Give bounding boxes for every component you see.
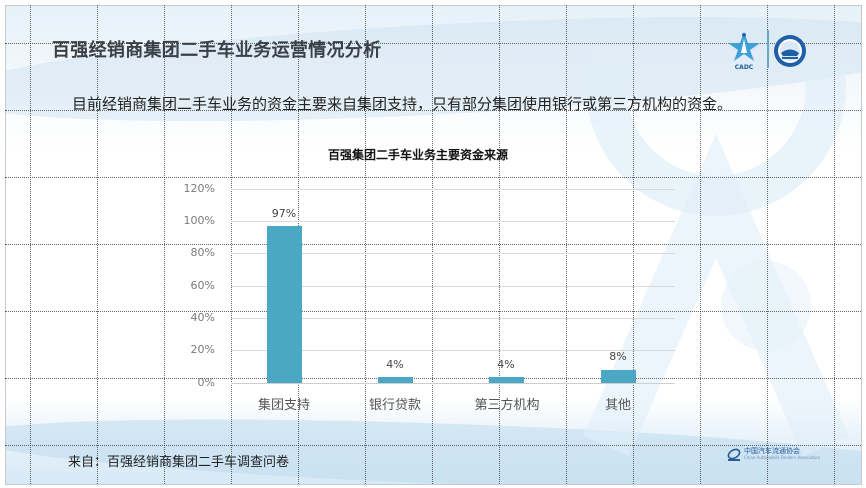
gridline	[231, 350, 675, 351]
y-tick: 20%	[190, 343, 215, 356]
gridline	[231, 221, 675, 222]
cadc-star-logo-icon: CADC	[728, 32, 760, 70]
chart-title: 百强集团二手车业务主要资金来源	[328, 148, 509, 162]
x-axis-line	[231, 383, 675, 384]
bar-value-label: 4%	[386, 358, 404, 371]
x-category-label: 其他	[604, 398, 631, 413]
x-category-label: 银行贷款	[368, 398, 421, 413]
bar-value-label: 97%	[271, 207, 297, 220]
slide-subtitle: 目前经销商集团二手车业务的资金主要来自集团支持，只有部分集团使用银行或第三方机构…	[72, 95, 733, 113]
x-category-label: 集团支持	[257, 398, 310, 413]
bar-group-support	[267, 226, 302, 383]
logo-divider	[767, 30, 769, 68]
association-swirl-icon	[727, 448, 741, 461]
footer-association-logo: 中国汽车流通协会 China Automobile Dealers Associ…	[726, 446, 820, 464]
bar-bank-loan	[378, 377, 413, 383]
footer-logo-text: 中国汽车流通协会	[744, 447, 800, 455]
gridline	[231, 253, 675, 254]
bar-value-label: 4%	[497, 358, 515, 371]
header-logos: CADC	[722, 28, 812, 72]
gridline	[231, 189, 675, 190]
watermark-logo-icon	[583, 46, 849, 457]
source-note: 来自：百强经销商集团二手车调查问卷	[68, 455, 290, 470]
y-tick: 120%	[183, 182, 215, 195]
bar-third-party	[489, 377, 524, 383]
y-tick: 40%	[190, 311, 215, 324]
y-tick: 0%	[197, 376, 215, 389]
bar-value-label: 8%	[609, 350, 627, 363]
gridline	[231, 318, 675, 319]
association-seal-logo-icon	[774, 35, 806, 67]
footer-logo-subtext: China Automobile Dealers Association	[744, 455, 821, 460]
y-tick: 60%	[190, 279, 215, 292]
y-tick: 80%	[190, 246, 215, 259]
svg-text:CADC: CADC	[735, 64, 754, 70]
y-tick: 100%	[183, 214, 215, 227]
gridline	[231, 286, 675, 287]
slide-title: 百强经销商集团二手车业务运营情况分析	[52, 40, 382, 61]
bar-other	[601, 370, 636, 383]
x-category-label: 第三方机构	[474, 398, 540, 413]
slide	[5, 5, 862, 485]
